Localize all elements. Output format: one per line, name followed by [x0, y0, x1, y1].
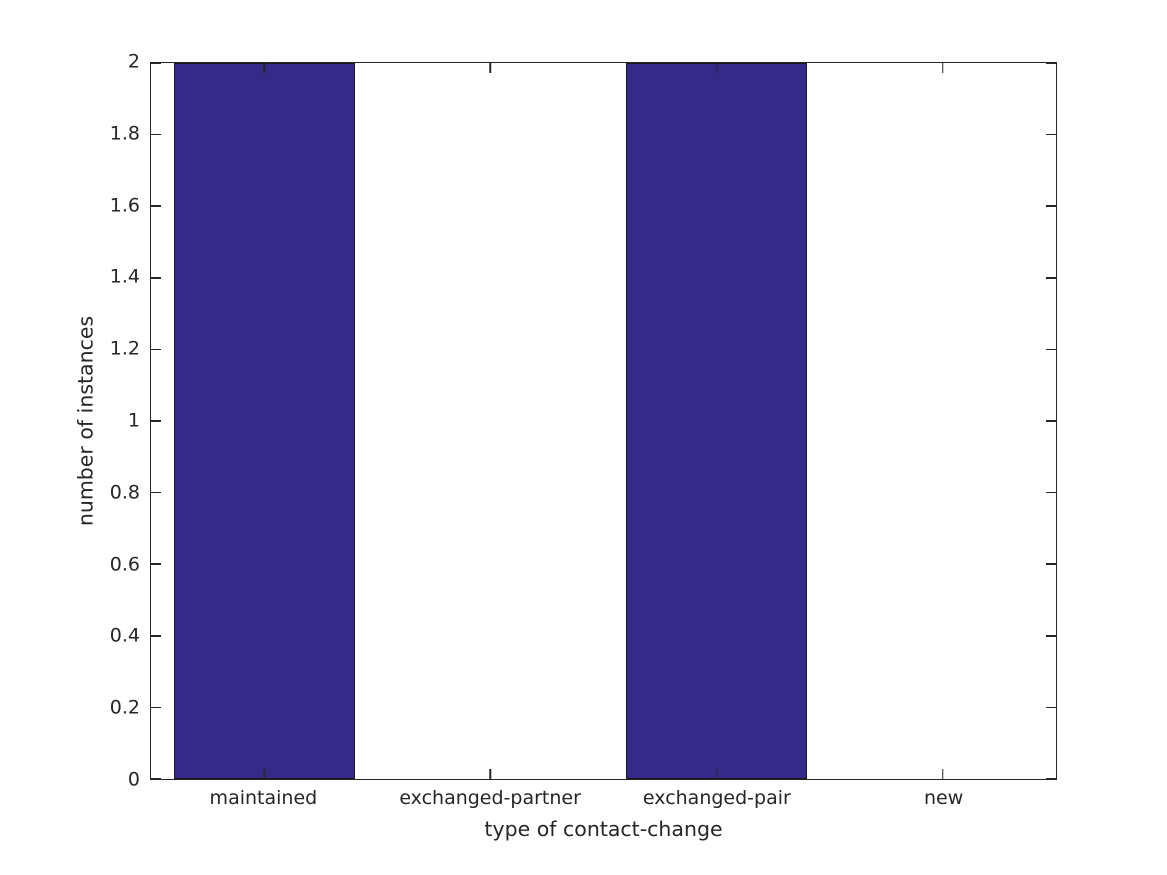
y-tick-label: 1.6 — [109, 194, 140, 217]
x-tick-mark — [942, 769, 944, 779]
y-tick-mark — [1046, 420, 1056, 422]
x-tick-mark — [942, 63, 944, 73]
y-tick-mark — [151, 563, 161, 565]
y-tick-label: 1.4 — [109, 265, 140, 288]
y-tick-mark — [151, 277, 161, 279]
y-tick-mark — [1046, 706, 1056, 709]
x-tick-mark — [263, 63, 265, 73]
y-tick-mark — [1046, 635, 1056, 637]
y-tick-mark — [1046, 491, 1056, 494]
x-tick-labels: maintained exchanged-partner exchanged-pai… — [150, 787, 1057, 813]
y-tick-mark — [151, 635, 161, 637]
y-tick-mark — [151, 133, 161, 136]
y-tick-mark — [1046, 205, 1056, 207]
y-tick-mark — [151, 491, 161, 494]
y-tick-mark — [151, 778, 161, 780]
x-tick-label-new: new — [923, 787, 964, 809]
y-tick-label: 1 — [127, 409, 140, 432]
y-tick-mark — [1046, 348, 1056, 351]
y-tick-label: 0.2 — [109, 696, 140, 719]
x-tick-mark — [715, 769, 718, 779]
x-tick-mark — [263, 769, 265, 779]
y-tick-label: 0.6 — [109, 553, 140, 576]
y-tick-mark — [1046, 563, 1056, 565]
y-tick-mark — [151, 420, 161, 422]
y-tick-label: 0.4 — [109, 624, 140, 647]
x-tick-mark — [489, 769, 492, 779]
y-tick-mark — [151, 706, 161, 709]
y-tick-label: 0 — [127, 768, 140, 791]
plot-area — [150, 62, 1057, 780]
y-tick-mark — [1046, 778, 1056, 780]
y-tick-mark — [151, 348, 161, 351]
x-tick-label-exchanged-pair: exchanged-pair — [642, 787, 791, 809]
y-tick-label: 1.2 — [109, 337, 140, 360]
y-tick-mark — [151, 205, 161, 207]
y-tick-label: 1.8 — [109, 122, 140, 145]
y-tick-label: 2 — [127, 50, 140, 73]
bar-maintained — [173, 63, 355, 779]
x-axis-label: type of contact-change — [484, 817, 723, 841]
x-tick-mark — [715, 63, 718, 73]
x-tick-mark — [489, 63, 492, 73]
y-tick-labels: 0 0.2 0.4 0.6 0.8 1 1.2 1.4 1.6 1.8 2 — [0, 52, 140, 789]
y-tick-mark — [151, 62, 161, 64]
y-tick-mark — [1046, 62, 1056, 64]
y-tick-mark — [1046, 277, 1056, 279]
x-tick-label-exchanged-partner: exchanged-partner — [399, 787, 581, 809]
bar-exchanged-pair — [626, 63, 808, 779]
x-tick-label-maintained: maintained — [209, 787, 318, 809]
y-tick-label: 0.8 — [109, 481, 140, 504]
y-tick-mark — [1046, 133, 1056, 136]
